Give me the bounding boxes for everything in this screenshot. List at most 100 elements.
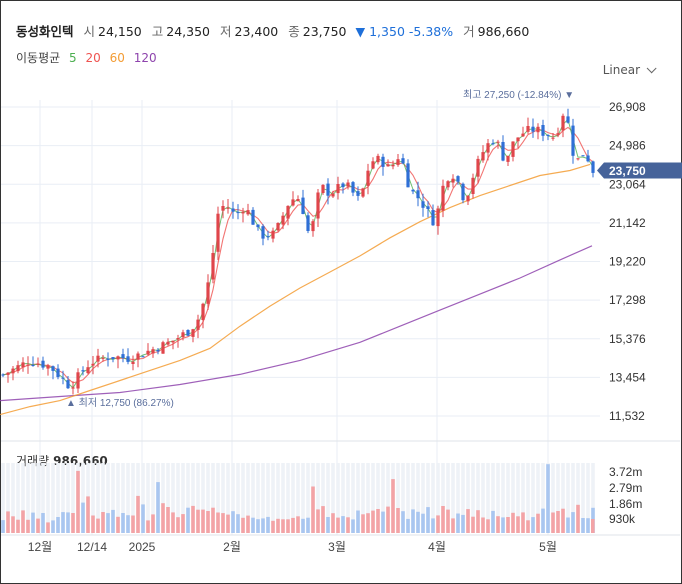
volume-bar — [11, 516, 15, 533]
candle-body — [571, 125, 575, 156]
volume-bar-bg — [416, 463, 420, 533]
candle-body — [176, 338, 180, 340]
candle-body — [31, 365, 35, 366]
volume-bar — [366, 513, 370, 533]
volume-bar — [301, 518, 305, 533]
candle-body — [326, 183, 330, 196]
scale-dropdown-label: Linear — [602, 63, 640, 77]
volume-bar — [146, 520, 150, 533]
candle-body — [291, 199, 295, 206]
candle-body — [531, 126, 535, 132]
volume-bar-bg — [441, 463, 445, 533]
volume-bar-bg — [541, 463, 545, 533]
candle-body — [226, 207, 230, 209]
volume-bar — [251, 517, 255, 533]
volume-value: 986,660 — [477, 24, 530, 39]
candle-body — [271, 230, 275, 239]
candle-body — [146, 350, 150, 355]
volume-bar-bg — [11, 463, 15, 533]
candle-body — [96, 355, 100, 362]
volume-bar-bg — [461, 463, 465, 533]
volume-bar — [431, 518, 435, 533]
volume-bar-bg — [361, 463, 365, 533]
time-tick-label: 12월 — [28, 540, 52, 554]
volume-bar — [416, 511, 420, 533]
volume-bar — [116, 516, 120, 533]
volume-bar — [436, 515, 440, 533]
volume-bar-bg — [66, 463, 70, 533]
volume-bar — [411, 509, 415, 533]
volume-bar-bg — [241, 463, 245, 533]
time-tick-label: 2월 — [223, 540, 241, 554]
volume-bar-bg — [301, 463, 305, 533]
candle-body — [436, 208, 440, 227]
volume-bar — [231, 511, 235, 533]
volume-bar — [321, 506, 325, 533]
candle-body — [286, 205, 290, 219]
volume-bar — [291, 517, 295, 533]
candle-body — [486, 143, 490, 153]
candle-body — [216, 213, 220, 252]
volume-bar — [216, 512, 220, 533]
volume-bar-bg — [186, 463, 190, 533]
candle-body — [546, 135, 550, 136]
candle-body — [221, 206, 225, 211]
volume-bar-bg — [571, 463, 575, 533]
volume-bar — [336, 517, 340, 533]
volume-bar-bg — [476, 463, 480, 533]
candle-body — [556, 133, 560, 135]
volume-bar-bg — [196, 463, 200, 533]
volume-bar-bg — [201, 463, 205, 533]
moving-average-legend[interactable]: 이동평균 5 20 60 120 — [16, 49, 157, 66]
volume-bar-bg — [561, 463, 565, 533]
volume-bar-bg — [496, 463, 500, 533]
volume-bar — [576, 504, 580, 533]
candle-body — [551, 137, 555, 139]
ma60-line — [0, 163, 591, 416]
candle-body — [331, 193, 335, 197]
candle-body — [1, 374, 5, 376]
volume-bar — [491, 510, 495, 533]
volume-bar — [56, 517, 60, 533]
volume-bar — [581, 518, 585, 533]
ma-120: 120 — [133, 51, 157, 65]
volume-bar — [81, 502, 85, 533]
volume-bar — [341, 516, 345, 533]
volume-bar-bg — [351, 463, 355, 533]
volume-bar-bg — [61, 463, 65, 533]
volume-bar-bg — [231, 463, 235, 533]
candle-body — [346, 182, 350, 187]
candle-body — [416, 190, 420, 199]
low-annotation: ▲ 최저 12,750 (86.27%) — [66, 397, 174, 409]
candle-body — [541, 125, 545, 136]
volume-bar-bg — [206, 463, 210, 533]
volume-bar-bg — [161, 463, 165, 533]
volume-bar — [546, 464, 550, 533]
volume-bar-bg — [511, 463, 515, 533]
volume-bar — [91, 515, 95, 533]
volume-bar-bg — [586, 463, 590, 533]
scale-dropdown[interactable]: Linear — [602, 63, 657, 77]
volume-bar — [271, 520, 275, 533]
candle-body — [151, 349, 155, 354]
candle-body — [11, 368, 15, 374]
volume-bar-bg — [401, 463, 405, 533]
volume-bar-bg — [506, 463, 510, 533]
candle-body — [491, 143, 495, 145]
candle-body — [101, 357, 105, 359]
volume-bar-bg — [386, 463, 390, 533]
price-tick-label: 11,532 — [609, 409, 645, 423]
volume-bar-bg — [246, 463, 250, 533]
time-tick-label: 2025 — [129, 540, 156, 554]
volume-bar-bg — [31, 463, 35, 533]
volume-bar-bg — [371, 463, 375, 533]
volume-label: 거 — [463, 24, 475, 39]
volume-bar — [16, 519, 20, 533]
close-label: 종 — [288, 24, 300, 39]
volume-bar — [226, 514, 230, 533]
volume-bar — [486, 519, 490, 533]
volume-bar — [331, 513, 335, 533]
volume-bar-bg — [181, 463, 185, 533]
candle-body — [276, 223, 280, 231]
